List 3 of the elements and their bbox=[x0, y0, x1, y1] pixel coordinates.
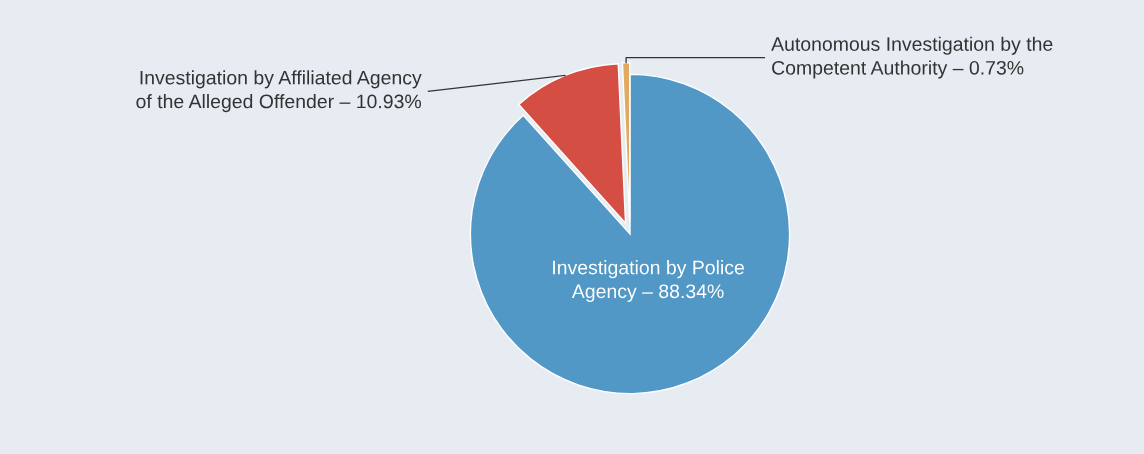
slice-label: Autonomous Investigation by the Competent Authority – 0.73% bbox=[771, 36, 1053, 79]
slice-label: Investigation by Affiliated Agency of the Alleged Offender – 10.93% bbox=[136, 70, 422, 113]
slice-label: Investigation by Police Agency – 88.34% bbox=[553, 260, 744, 302]
